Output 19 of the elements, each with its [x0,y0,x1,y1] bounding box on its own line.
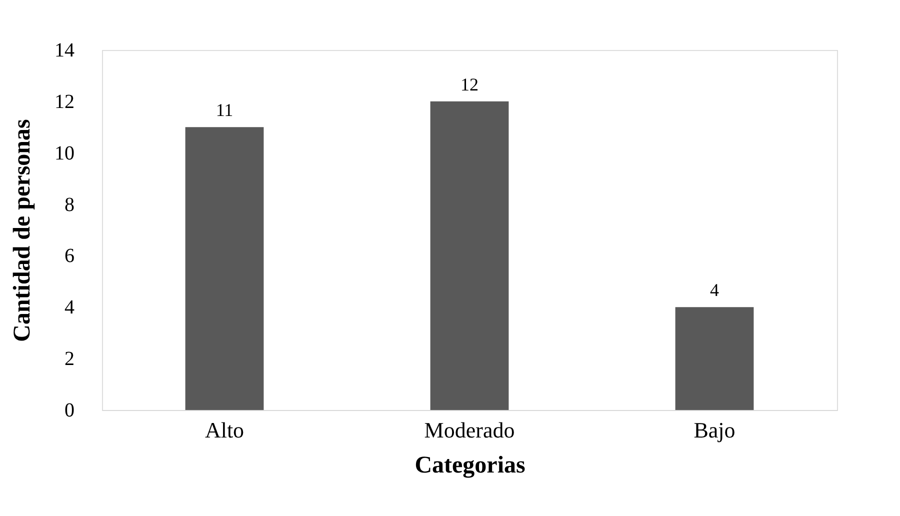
y-tick-label: 4 [64,296,74,319]
bar [185,127,264,410]
y-tick-label: 8 [64,194,74,216]
y-tick-label: 6 [64,245,74,268]
data-label: 12 [460,74,478,94]
bar [675,307,754,410]
y-tick-label: 2 [64,348,74,370]
y-axis-title: Cantidad de personas [10,119,36,342]
x-tick-label: Bajo [694,418,736,442]
data-label: 4 [710,280,719,300]
x-tick-label: Alto [204,418,244,442]
y-tick-label: 10 [54,142,74,164]
bar [430,101,509,410]
y-tick-label: 12 [54,90,74,113]
y-tick-label: 14 [54,40,74,62]
data-label: 11 [216,100,234,120]
y-tick-label: 0 [64,400,74,422]
x-tick-label: Moderado [424,418,515,442]
x-axis-title: Categorias [414,452,526,478]
